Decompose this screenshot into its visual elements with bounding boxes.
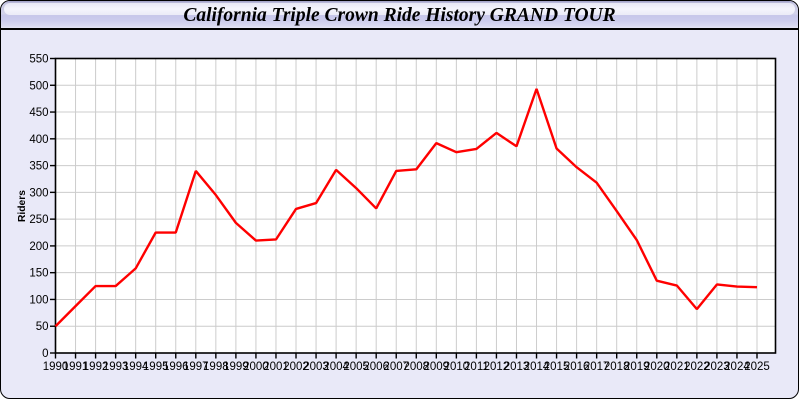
svg-text:2005: 2005 bbox=[343, 361, 369, 373]
svg-text:1994: 1994 bbox=[123, 361, 149, 373]
svg-text:2009: 2009 bbox=[424, 361, 450, 373]
svg-text:1998: 1998 bbox=[203, 361, 229, 373]
svg-text:2006: 2006 bbox=[363, 361, 389, 373]
svg-text:400: 400 bbox=[29, 134, 48, 146]
svg-text:1995: 1995 bbox=[143, 361, 169, 373]
svg-text:2022: 2022 bbox=[684, 361, 710, 373]
svg-text:2019: 2019 bbox=[624, 361, 650, 373]
svg-text:150: 150 bbox=[29, 268, 48, 280]
svg-text:2024: 2024 bbox=[724, 361, 750, 373]
svg-text:1991: 1991 bbox=[63, 361, 89, 373]
svg-text:2000: 2000 bbox=[243, 361, 269, 373]
svg-text:2013: 2013 bbox=[504, 361, 530, 373]
svg-text:2014: 2014 bbox=[524, 361, 550, 373]
svg-text:2010: 2010 bbox=[444, 361, 470, 373]
svg-text:Riders: Riders bbox=[17, 190, 28, 222]
svg-text:2020: 2020 bbox=[644, 361, 670, 373]
svg-text:1992: 1992 bbox=[83, 361, 109, 373]
svg-text:550: 550 bbox=[29, 54, 48, 66]
svg-text:1997: 1997 bbox=[183, 361, 209, 373]
svg-text:2023: 2023 bbox=[704, 361, 730, 373]
svg-text:350: 350 bbox=[29, 161, 48, 173]
svg-text:450: 450 bbox=[29, 107, 48, 119]
svg-text:300: 300 bbox=[29, 187, 48, 199]
svg-text:100: 100 bbox=[29, 294, 48, 306]
svg-text:2007: 2007 bbox=[383, 361, 409, 373]
svg-text:1999: 1999 bbox=[223, 361, 249, 373]
svg-text:2011: 2011 bbox=[464, 361, 489, 373]
svg-text:2018: 2018 bbox=[604, 361, 630, 373]
svg-text:250: 250 bbox=[29, 214, 48, 226]
svg-text:2003: 2003 bbox=[303, 361, 329, 373]
svg-text:2016: 2016 bbox=[564, 361, 590, 373]
svg-text:200: 200 bbox=[29, 241, 48, 253]
svg-text:2025: 2025 bbox=[744, 361, 770, 373]
svg-text:2001: 2001 bbox=[263, 361, 289, 373]
svg-text:2012: 2012 bbox=[484, 361, 510, 373]
svg-text:2015: 2015 bbox=[544, 361, 570, 373]
svg-text:1993: 1993 bbox=[103, 361, 129, 373]
svg-text:0: 0 bbox=[42, 348, 48, 360]
svg-text:50: 50 bbox=[36, 321, 49, 333]
svg-text:500: 500 bbox=[29, 80, 48, 92]
svg-text:2017: 2017 bbox=[584, 361, 610, 373]
svg-text:1990: 1990 bbox=[43, 361, 69, 373]
svg-text:2002: 2002 bbox=[283, 361, 309, 373]
svg-text:2008: 2008 bbox=[403, 361, 429, 373]
svg-text:2004: 2004 bbox=[323, 361, 349, 373]
svg-text:2021: 2021 bbox=[664, 361, 690, 373]
svg-text:1996: 1996 bbox=[163, 361, 189, 373]
